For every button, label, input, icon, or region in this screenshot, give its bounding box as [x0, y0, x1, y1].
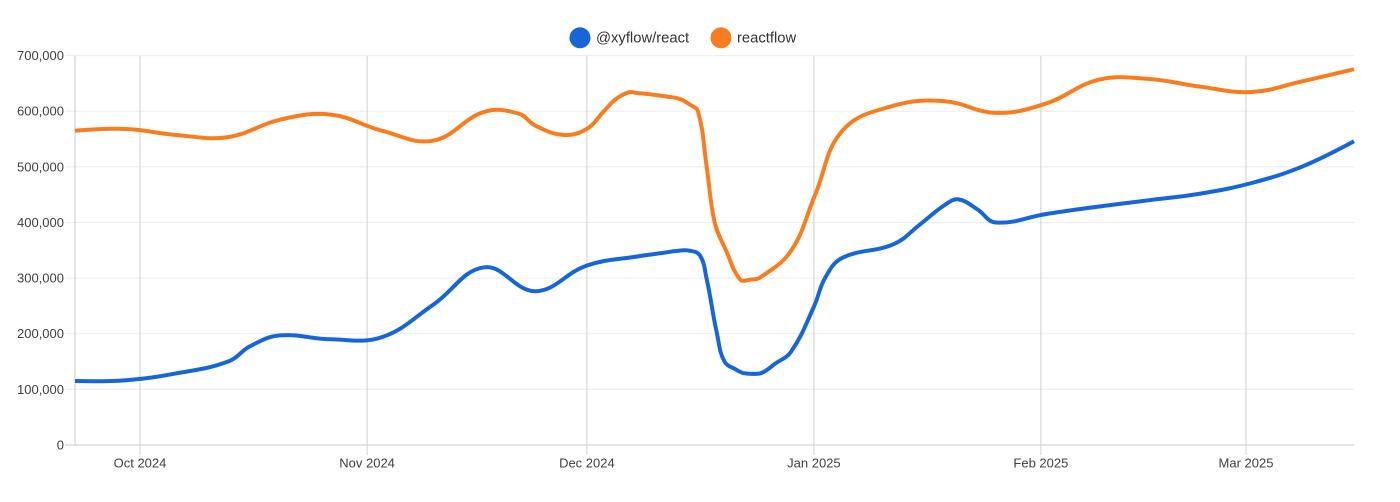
svg-text:700,000: 700,000	[17, 48, 64, 63]
svg-text:600,000: 600,000	[17, 104, 64, 119]
svg-text:300,000: 300,000	[17, 271, 64, 286]
svg-text:100,000: 100,000	[17, 382, 64, 397]
svg-text:0: 0	[57, 438, 64, 453]
svg-text:400,000: 400,000	[17, 215, 64, 230]
svg-text:Nov 2024: Nov 2024	[339, 456, 395, 471]
svg-text:Feb 2025: Feb 2025	[1013, 456, 1068, 471]
svg-text:Jan 2025: Jan 2025	[787, 456, 841, 471]
svg-text:reactflow: reactflow	[737, 31, 797, 47]
svg-text:Dec 2024: Dec 2024	[559, 456, 615, 471]
svg-text:Mar 2025: Mar 2025	[1219, 456, 1274, 471]
svg-text:200,000: 200,000	[17, 326, 64, 341]
svg-text:@xyflow/react: @xyflow/react	[596, 31, 689, 47]
svg-text:500,000: 500,000	[17, 159, 64, 174]
svg-text:Oct 2024: Oct 2024	[114, 456, 167, 471]
